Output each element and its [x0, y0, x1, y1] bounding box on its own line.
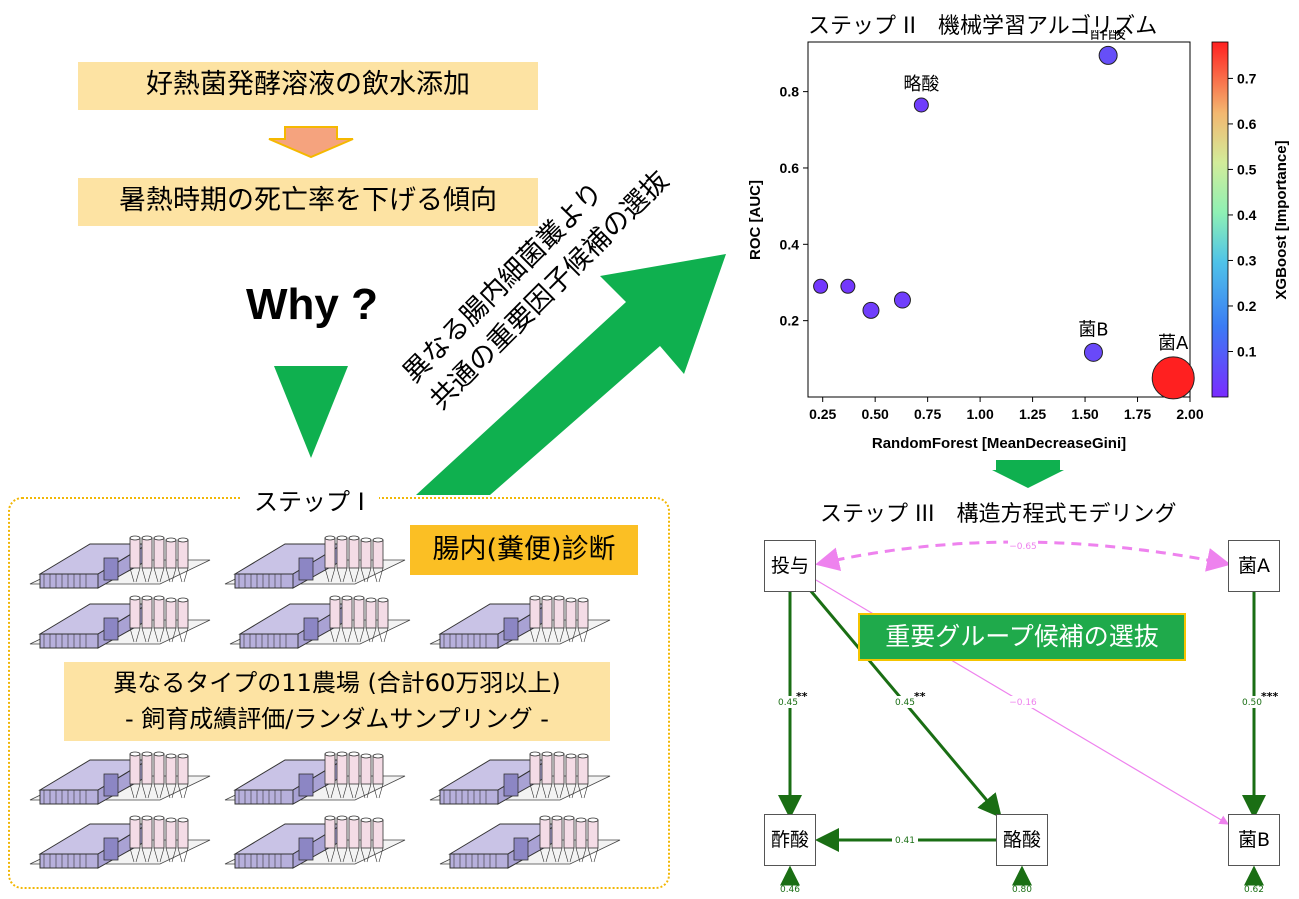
- y-tick-label: 0.4: [780, 236, 800, 252]
- sem-diagram: −0.65 0.45 ** 0.45 ** −0.16 0.50 *** 0.4…: [776, 540, 1279, 895]
- scatter-point: [862, 301, 880, 319]
- residual-kinB: 0.62: [1244, 885, 1264, 895]
- y-tick-label: 0.6: [780, 160, 800, 176]
- label-rakusan-sakusan: 0.41: [895, 836, 915, 846]
- colorbar: [1211, 41, 1229, 398]
- label-toyo-kinA: −0.65: [1009, 542, 1037, 552]
- why-text: Why ?: [246, 280, 378, 329]
- residual-rakusan: 0.80: [1012, 885, 1032, 895]
- x-tick-label: 1.50: [1071, 406, 1098, 422]
- sig-toyo-sakusan: **: [796, 690, 808, 703]
- farm-building: [29, 535, 211, 589]
- step1-title: ステップ I: [240, 482, 379, 517]
- diagnosis-tag: 腸内(糞便)診断: [410, 525, 638, 575]
- node-rakusan: 酪酸: [996, 814, 1048, 866]
- colorbar-tick-label: 0.4: [1237, 207, 1257, 223]
- colorbar-tick-label: 0.7: [1237, 70, 1257, 86]
- colorbar-tick-label: 0.3: [1237, 252, 1257, 268]
- colorbar-label: XGBoost [Importance]: [1273, 140, 1290, 299]
- colorbar-tick-label: 0.2: [1237, 298, 1257, 314]
- y-tick-label: 0.2: [780, 313, 800, 329]
- x-axis-label: RandomForest [MeanDecreaseGini]: [872, 435, 1126, 452]
- sig-toyo-rakusan: **: [914, 690, 926, 703]
- scatter-point: [840, 278, 856, 294]
- y-axis-label: ROC [AUC]: [747, 180, 764, 260]
- scatter-point: [893, 291, 911, 309]
- label-kinA-kinB: 0.50: [1242, 698, 1262, 708]
- point-label: 菌B: [1078, 319, 1108, 340]
- farm-building: [229, 595, 411, 649]
- green-diagonal-arrow: [416, 254, 726, 495]
- selection-tag: 重要グループ候補の選抜: [858, 613, 1186, 661]
- label-toyo-kinB: −0.16: [1009, 698, 1037, 708]
- farms-label: 異なるタイプの11農場 (合計60万羽以上) - 飼育成績評価/ランダムサンプリ…: [64, 662, 610, 741]
- farms-label-line2: - 飼育成績評価/ランダムサンプリング -: [125, 705, 549, 733]
- scatter-point: [1151, 356, 1195, 400]
- colorbar-tick-label: 0.1: [1237, 343, 1257, 359]
- residual-sakusan: 0.46: [780, 885, 800, 895]
- plot-frame: [807, 41, 1191, 398]
- y-tick-label: 0.8: [780, 84, 800, 100]
- point-label: 酢酸: [1090, 30, 1126, 43]
- farm-building: [29, 751, 211, 805]
- box-mortality: 暑熱時期の死亡率を下げる傾向: [78, 178, 538, 226]
- point-label: 菌A: [1158, 333, 1189, 354]
- x-tick-label: 0.75: [914, 406, 941, 422]
- x-tick-label: 1.00: [966, 406, 993, 422]
- colorbar-tick-label: 0.5: [1237, 161, 1257, 177]
- farm-building: [29, 815, 211, 869]
- node-sakusan: 酢酸: [764, 814, 816, 866]
- scatter-point: [813, 278, 829, 294]
- step3-title: ステップ III 構造方程式モデリング: [820, 502, 1177, 527]
- node-kinA: 菌A: [1228, 540, 1280, 592]
- x-tick-label: 0.50: [862, 406, 889, 422]
- box-additive: 好熱菌発酵溶液の飲水添加: [78, 62, 538, 110]
- node-toyo: 投与: [764, 540, 816, 592]
- scatter-point: [1098, 45, 1118, 65]
- sig-kinA-kinB: ***: [1261, 690, 1279, 703]
- farm-building: [224, 815, 406, 869]
- step2-title: ステップ II 機械学習アルゴリズム: [808, 14, 1158, 39]
- scatter-point: [913, 97, 929, 113]
- x-tick-label: 0.25: [809, 406, 836, 422]
- farm-building: [429, 751, 611, 805]
- x-tick-label: 2.00: [1176, 406, 1203, 422]
- orange-down-arrow: [268, 126, 354, 159]
- point-label: 略酸: [903, 74, 939, 95]
- scatter-chart: 0.25 0.50 0.75 1.00 1.25 1.50 1.75 2.00 0.2 0.4 0…: [747, 30, 1290, 452]
- scatter-point: [1083, 342, 1103, 362]
- farm-building: [439, 815, 621, 869]
- farm-building: [29, 595, 211, 649]
- farm-building: [224, 535, 406, 589]
- label-toyo-rakusan: 0.45: [895, 698, 915, 708]
- green-down-arrow-small: [992, 460, 1064, 488]
- label-toyo-sakusan: 0.45: [778, 698, 798, 708]
- farms-label-line1: 異なるタイプの11農場 (合計60万羽以上): [113, 669, 561, 697]
- farm-building: [224, 751, 406, 805]
- node-kinB: 菌B: [1228, 814, 1280, 866]
- green-down-arrow: [274, 366, 348, 458]
- x-tick-label: 1.25: [1019, 406, 1046, 422]
- x-tick-label: 1.75: [1124, 406, 1151, 422]
- colorbar-tick-label: 0.6: [1237, 116, 1257, 132]
- path-toyo-kinA: [815, 540, 1231, 572]
- farm-building: [429, 595, 611, 649]
